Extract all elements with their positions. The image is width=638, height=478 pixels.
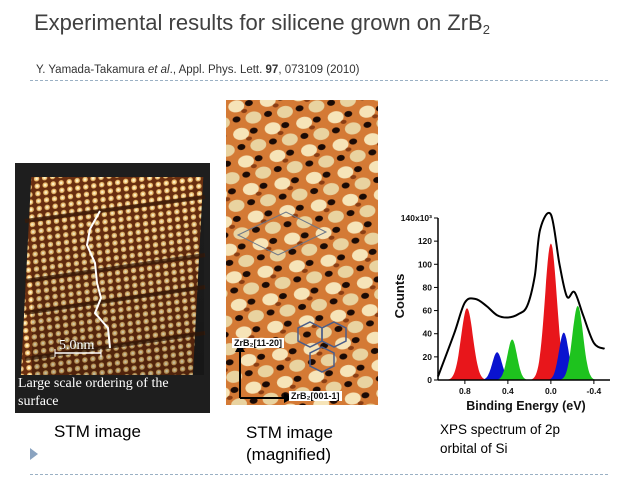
bullet-arrow-icon — [30, 448, 38, 460]
x-tick-label: 0.0 — [545, 386, 557, 396]
title-divider — [30, 80, 608, 81]
xps-spectrum-chart: 0 20 40 60 80 100 120 140x10³ 0.8 0.4 0.0 -0.4 Coun… — [392, 211, 610, 413]
y-tick-label: 140x10³ — [401, 213, 432, 223]
y-axis-label: Counts — [392, 274, 407, 319]
y-tick-label: 20 — [423, 352, 433, 362]
y-tick-label: 60 — [423, 306, 433, 316]
y-tick-label: 120 — [418, 236, 432, 246]
xps-component-peak — [477, 352, 517, 380]
y-tick-label: 80 — [423, 282, 433, 292]
y-tick-label: 0 — [427, 375, 432, 385]
x-tick-label: 0.8 — [459, 386, 471, 396]
scale-bar-label: 5.0nm — [59, 338, 95, 353]
footer-divider — [30, 474, 608, 475]
xps-component-peak — [443, 308, 491, 380]
large-image-caption: Large scale ordering of the surface — [18, 376, 169, 409]
x-tick-label: -0.4 — [587, 386, 602, 396]
stm-magnified-image — [226, 100, 378, 405]
xps-component-peak — [556, 305, 600, 380]
direction-label-001-1: ZrB₂[001-1] — [289, 391, 342, 401]
xps-component-peak — [544, 332, 584, 380]
xps-caption: XPS spectrum of 2p orbital of Si — [440, 422, 561, 456]
y-tick-label: 40 — [423, 329, 433, 339]
y-tick-label: 100 — [418, 259, 432, 269]
direction-label-11-20: ZrB₂[11-20] — [232, 338, 285, 348]
xps-component-peak — [492, 339, 532, 380]
stm-large-image — [15, 163, 210, 413]
stm-image-label: STM image — [54, 422, 141, 441]
slide-title: Experimental results for silicene grown … — [34, 10, 490, 37]
x-tick-label: 0.4 — [502, 386, 514, 396]
citation: Y. Yamada-Takamura et al., Appl. Phys. L… — [36, 64, 360, 76]
stm-magnified-label: STM image (magnified) — [246, 423, 333, 464]
xps-envelope-line — [437, 211, 606, 377]
xps-component-peak — [527, 243, 575, 380]
x-axis-label: Binding Energy (eV) — [466, 399, 585, 413]
